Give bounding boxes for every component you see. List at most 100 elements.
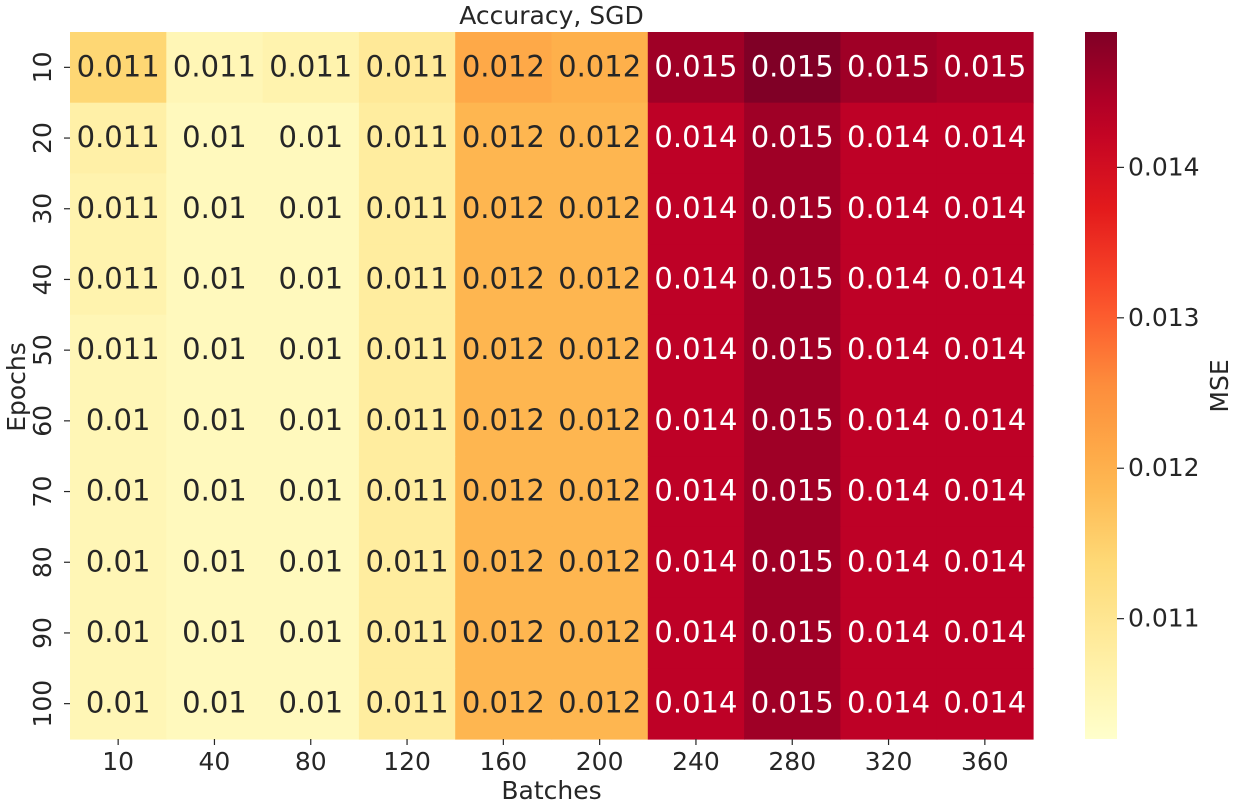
heatmap-cell — [647, 102, 745, 174]
heatmap-cell — [840, 668, 938, 740]
heatmap-cell — [840, 173, 938, 245]
heatmap-cell — [455, 102, 553, 174]
heatmap-cell — [358, 314, 456, 387]
x-tick-label: 360 — [961, 747, 1009, 776]
heatmap-cell — [936, 173, 1034, 245]
cell-value-label: 0.014 — [654, 615, 737, 649]
heatmap-cell — [262, 526, 360, 599]
heatmap-cell — [358, 173, 456, 245]
cell-value-label: 0.011 — [366, 474, 449, 508]
cell-value-label: 0.014 — [943, 403, 1026, 437]
heatmap-cell — [166, 314, 264, 387]
cell-value-label: 0.014 — [847, 615, 930, 649]
cell-value-label: 0.011 — [77, 120, 160, 154]
x-tick-label: 280 — [768, 747, 816, 776]
y-tick-label: 20 — [28, 122, 57, 154]
heatmap-cell — [840, 102, 938, 174]
colorbar-label: MSE — [1205, 359, 1234, 413]
x-tick-label: 40 — [199, 747, 231, 776]
heatmap-cell — [358, 456, 456, 528]
cell-value-label: 0.011 — [366, 332, 449, 366]
cell-value-label: 0.012 — [462, 261, 545, 295]
heatmap-cell — [166, 526, 264, 599]
colorbar-tick-label: 0.014 — [1128, 152, 1200, 181]
cell-value-label: 0.015 — [751, 261, 834, 295]
cell-value-label: 0.012 — [558, 544, 641, 578]
heatmap-cell — [166, 102, 264, 174]
cell-value-label: 0.015 — [751, 49, 834, 83]
cell-value-label: 0.011 — [366, 403, 449, 437]
heatmap-cell — [455, 173, 553, 245]
heatmap-cell — [551, 526, 649, 599]
cell-value-label: 0.01 — [182, 544, 247, 578]
cell-value-label: 0.012 — [462, 49, 545, 83]
cell-value-label: 0.014 — [943, 474, 1026, 508]
y-tick-label: 60 — [28, 405, 57, 437]
cell-value-label: 0.015 — [943, 49, 1026, 83]
heatmap-cell — [744, 597, 841, 669]
heatmap-cell — [262, 385, 360, 457]
x-axis-label: Batches — [501, 776, 602, 805]
heatmap-cell — [262, 102, 360, 174]
heatmap-cell — [840, 32, 938, 104]
heatmap-cell — [936, 385, 1034, 457]
cell-value-label: 0.012 — [462, 544, 545, 578]
y-tick-label: 80 — [28, 546, 57, 578]
heatmap-cell — [455, 32, 553, 104]
cell-value-label: 0.015 — [751, 191, 834, 225]
cell-value-label: 0.014 — [847, 544, 930, 578]
y-tick-label: 50 — [28, 334, 57, 366]
heatmap-cell — [840, 526, 938, 599]
cell-value-label: 0.015 — [751, 403, 834, 437]
heatmap-cell — [744, 385, 841, 457]
heatmap-cell — [840, 385, 938, 457]
cell-value-label: 0.01 — [182, 261, 247, 295]
y-tick-label: 10 — [28, 51, 57, 83]
cell-value-label: 0.011 — [366, 120, 449, 154]
cell-value-label: 0.012 — [558, 49, 641, 83]
cell-value-label: 0.01 — [182, 120, 247, 154]
heatmap-cell — [840, 314, 938, 387]
heatmap-cell — [166, 173, 264, 245]
cell-value-label: 0.01 — [278, 474, 343, 508]
cell-value-label: 0.012 — [462, 120, 545, 154]
heatmap-cell — [647, 526, 745, 599]
cell-value-label: 0.01 — [86, 474, 151, 508]
heatmap-cell — [70, 102, 167, 174]
cell-value-label: 0.014 — [654, 261, 737, 295]
heatmap-cell — [936, 102, 1034, 174]
cell-value-label: 0.01 — [278, 332, 343, 366]
cell-value-label: 0.011 — [366, 261, 449, 295]
heatmap-cell — [166, 456, 264, 528]
heatmap-cell — [744, 102, 841, 174]
cell-value-label: 0.012 — [558, 615, 641, 649]
heatmap-cell — [936, 668, 1034, 740]
heatmap-cell — [551, 314, 649, 387]
cell-value-label: 0.01 — [278, 191, 343, 225]
cell-value-label: 0.014 — [943, 191, 1026, 225]
heatmap-cell — [551, 385, 649, 457]
heatmap-cell — [455, 668, 553, 740]
heatmap-cell — [744, 32, 841, 104]
cell-value-label: 0.014 — [943, 120, 1026, 154]
cell-value-label: 0.011 — [366, 544, 449, 578]
cell-value-label: 0.011 — [269, 49, 352, 83]
heatmap-cell — [840, 597, 938, 669]
heatmap-cell — [647, 314, 745, 387]
colorbar-tick-label: 0.012 — [1128, 453, 1200, 482]
cell-value-label: 0.01 — [86, 686, 151, 720]
chart-title: Accuracy, SGD — [459, 1, 644, 30]
heatmap-cell — [551, 32, 649, 104]
heatmap-cell — [262, 597, 360, 669]
heatmap-cell — [647, 32, 745, 104]
cell-value-label: 0.014 — [654, 474, 737, 508]
cell-value-label: 0.014 — [654, 686, 737, 720]
heatmap-cell — [70, 456, 167, 528]
cell-value-label: 0.014 — [654, 544, 737, 578]
cell-value-label: 0.015 — [751, 686, 834, 720]
heatmap-cell — [455, 526, 553, 599]
cell-value-label: 0.01 — [182, 403, 247, 437]
cell-value-label: 0.014 — [943, 544, 1026, 578]
heatmap-cell — [262, 173, 360, 245]
cell-value-label: 0.012 — [462, 191, 545, 225]
